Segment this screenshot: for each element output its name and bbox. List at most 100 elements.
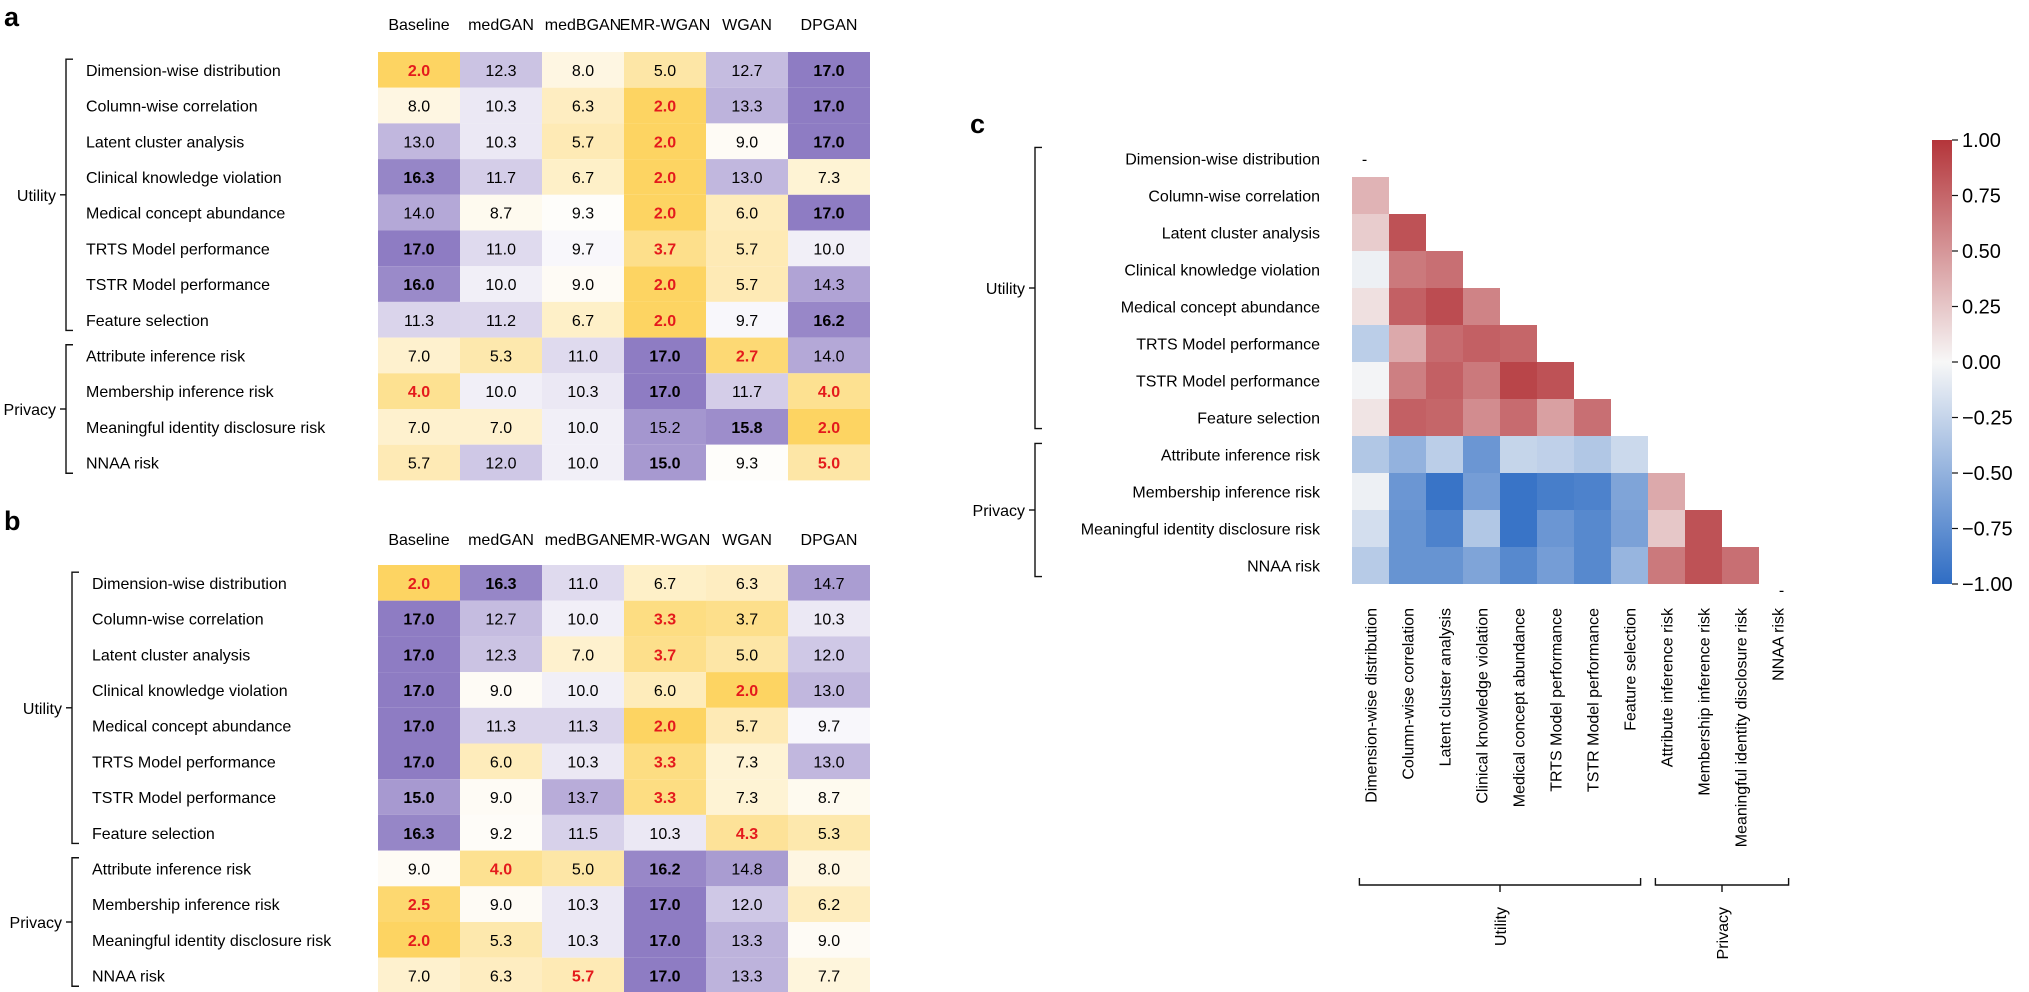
cell-value: 5.7 [572, 969, 594, 986]
cell-value: 12.7 [485, 612, 516, 629]
cell-value: 3.7 [736, 612, 758, 629]
cell-value: 17.0 [403, 647, 434, 664]
cell-value: 10.3 [485, 99, 516, 116]
heatmap-cell [788, 743, 870, 780]
column-label: Meaningful identity disclosure risk [1734, 607, 1751, 847]
heatmap-cell [788, 850, 870, 887]
cell-value: 7.0 [408, 969, 430, 986]
cell-value: 16.2 [813, 313, 844, 330]
panel-label: a [4, 2, 20, 32]
heatmap-cell [378, 886, 460, 922]
cell-value: 11.3 [486, 719, 516, 736]
cell-value: 16.3 [403, 826, 434, 843]
cell-value: 5.0 [736, 647, 758, 664]
heatmap-cell [706, 159, 788, 195]
column-label: Attribute inference risk [1660, 607, 1677, 767]
correlation-cell [1426, 510, 1463, 547]
cell-value: 11.0 [568, 348, 598, 365]
row-label: TSTR Model performance [1136, 374, 1320, 391]
group-label: Privacy [1715, 907, 1732, 959]
heatmap-cell [706, 922, 788, 958]
cell-value: 14.8 [731, 861, 762, 878]
heatmap-cell [460, 409, 542, 445]
cell-value: 17.0 [813, 206, 844, 223]
cell-value: 6.2 [818, 897, 840, 914]
heatmap-cell [460, 565, 542, 601]
cell-value: 17.0 [649, 384, 680, 401]
correlation-cell [1389, 362, 1426, 399]
row-label: Latent cluster analysis [86, 134, 244, 151]
heatmap-cell [542, 301, 624, 338]
cell-value: 8.7 [818, 790, 840, 807]
correlation-cell [1574, 399, 1611, 436]
group-label: Privacy [10, 915, 62, 932]
correlation-cell [1389, 214, 1426, 251]
column-label: NNAA risk [1771, 607, 1788, 681]
heatmap-cell [378, 850, 460, 887]
correlation-cell [1611, 473, 1648, 510]
row-label: Dimension-wise distribution [86, 63, 281, 80]
correlation-cell [1537, 473, 1574, 510]
heatmap-cell [378, 707, 460, 744]
correlation-cell [1389, 251, 1426, 288]
heatmap-cell [460, 743, 542, 780]
correlation-cell [1574, 473, 1611, 510]
cell-value: 8.7 [490, 206, 512, 223]
cell-value: 2.0 [654, 206, 676, 223]
heatmap-cell [460, 266, 542, 302]
row-label: NNAA risk [86, 456, 160, 473]
cell-value: 10.3 [813, 612, 844, 629]
heatmap-cell [788, 886, 870, 922]
cell-value: 6.0 [490, 754, 512, 771]
heatmap-cell [706, 957, 788, 992]
heatmap-cell [706, 230, 788, 267]
heatmap-cell [460, 850, 542, 887]
column-header: EMR-WGAN [620, 532, 711, 549]
cell-value: 17.0 [813, 99, 844, 116]
cell-value: 2.0 [654, 99, 676, 116]
cell-value: 15.8 [731, 420, 762, 437]
heatmap-cell [706, 850, 788, 887]
heatmap-cell [706, 779, 788, 815]
heatmap-cell [624, 337, 706, 374]
heatmap-cell [706, 743, 788, 780]
cell-value: 9.3 [572, 206, 594, 223]
heatmap-cell [788, 600, 870, 637]
correlation-cell [1352, 436, 1389, 473]
column-header: medBGAN [545, 17, 621, 34]
group-bracket [1654, 878, 1790, 886]
heatmap-cell [378, 814, 460, 851]
cell-value: 6.0 [654, 683, 676, 700]
heatmap-cell [706, 707, 788, 744]
row-label: Feature selection [92, 826, 215, 843]
row-label: Attribute inference risk [92, 861, 252, 878]
heatmap-cell [378, 194, 460, 231]
cell-value: 10.3 [567, 754, 598, 771]
row-label: Feature selection [86, 313, 209, 330]
panel-label: b [4, 506, 21, 536]
cell-value: 2.0 [654, 277, 676, 294]
cell-value: 14.0 [813, 348, 844, 365]
heatmap-cell [788, 707, 870, 744]
heatmap-cell [624, 922, 706, 958]
correlation-cell [1426, 362, 1463, 399]
cell-value: 4.3 [736, 826, 758, 843]
heatmap-cell [706, 194, 788, 231]
heatmap-cell [788, 922, 870, 958]
heatmap-cell [624, 123, 706, 160]
heatmap-cell [788, 337, 870, 374]
column-label: Feature selection [1623, 608, 1640, 731]
colorbar-tick-label: 0.75 [1962, 186, 2001, 208]
group-bracket [71, 857, 79, 987]
heatmap-cell [706, 565, 788, 601]
cell-value: 8.0 [572, 63, 594, 80]
correlation-cell [1426, 547, 1463, 584]
cell-value: 10.0 [567, 683, 598, 700]
cell-value: 10.0 [485, 384, 516, 401]
column-label: TRTS Model performance [1549, 608, 1566, 792]
correlation-cell [1574, 547, 1611, 584]
heatmap-cell [706, 672, 788, 708]
heatmap-cell [706, 444, 788, 481]
cell-value: 12.0 [731, 897, 762, 914]
